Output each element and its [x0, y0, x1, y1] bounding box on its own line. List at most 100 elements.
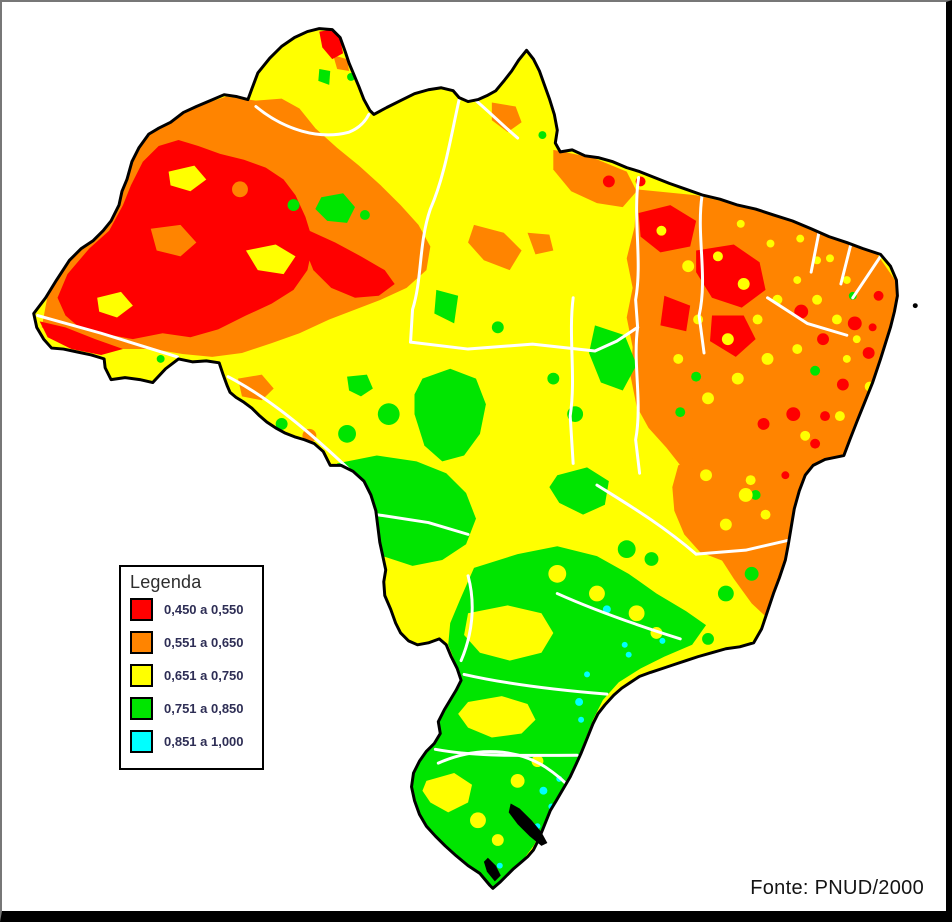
legend-label: 0,651 a 0,750: [164, 668, 244, 683]
map-region-patch: [760, 509, 771, 520]
map-region-patch: [873, 290, 884, 301]
map-region-patch: [757, 418, 770, 430]
region-fill-layer: [39, 29, 898, 889]
map-region-patch: [694, 538, 790, 556]
map-region-patch: [786, 407, 801, 422]
map-region-patch: [547, 372, 560, 385]
map-region-patch: [39, 321, 123, 355]
map-region-patch: [589, 325, 637, 391]
map-region-patch: [168, 165, 207, 192]
map-region-patch: [712, 251, 723, 262]
legend-swatch-green: [130, 697, 153, 720]
map-region-patch: [750, 490, 761, 500]
map-region-patch: [496, 862, 503, 869]
legend-item-red: 0,450 a 0,550: [130, 593, 254, 626]
map-region-patch: [738, 488, 753, 502]
map-region-patch: [842, 276, 851, 284]
map-region-patch: [831, 314, 842, 325]
map-region-patch: [347, 374, 373, 397]
map-region-patch: [568, 296, 575, 465]
map-region-patch: [781, 471, 790, 480]
map-region-patch: [810, 365, 821, 376]
legend-swatch-red: [130, 598, 153, 621]
state-borders-layer: [36, 98, 883, 789]
legend-item-cyan: 0,851 a 1,000: [130, 725, 254, 758]
map-region-patch: [761, 352, 774, 365]
map-region-patch: [736, 219, 745, 228]
map-region-patch: [377, 403, 400, 425]
map-region-patch: [793, 276, 802, 284]
legend: Legenda 0,450 a 0,550 0,551 a 0,650 0,651 …: [119, 565, 264, 770]
legend-label: 0,450 a 0,550: [164, 602, 244, 617]
map-region-patch: [634, 325, 642, 475]
map-region-patch: [245, 244, 296, 275]
map-region-patch: [491, 834, 504, 846]
map-region-patch: [810, 438, 821, 449]
legend-label: 0,751 a 0,850: [164, 701, 244, 716]
map-region-patch: [305, 230, 395, 298]
map-region-patch: [868, 323, 877, 332]
map-region-patch: [422, 772, 473, 813]
map-region-patch: [458, 696, 536, 738]
map-region-patch: [539, 786, 548, 795]
map-region-patch: [721, 333, 734, 346]
legend-label: 0,851 a 1,000: [164, 734, 244, 749]
map-region-patch: [468, 224, 522, 271]
legend-items: 0,450 a 0,550 0,551 a 0,650 0,651 a 0,750 0…: [130, 593, 254, 758]
map-region-patch: [847, 316, 862, 331]
map-region-patch: [319, 29, 344, 60]
map-region-patch: [578, 716, 585, 723]
map-region-patch: [842, 354, 851, 363]
map-region-patch: [474, 99, 520, 140]
map-region-patch: [589, 585, 605, 602]
map-region-patch: [656, 225, 667, 236]
map-region-patch: [675, 407, 686, 418]
legend-swatch-yellow: [130, 664, 153, 687]
legend-item-green: 0,751 a 0,850: [130, 692, 254, 725]
map-region-patch: [626, 189, 898, 619]
map-region-patch: [321, 465, 338, 482]
map-region-patch: [702, 632, 714, 645]
map-region-patch: [839, 243, 853, 286]
map-region-patch: [737, 278, 750, 290]
map-region-patch: [464, 605, 554, 661]
map-region-patch: [660, 295, 691, 332]
map-region-patch: [595, 483, 698, 556]
map-region-patch: [491, 321, 504, 334]
map-region-patch: [817, 333, 829, 346]
map-region-patch: [318, 69, 331, 85]
map-region-patch: [862, 347, 875, 359]
map-region-patch: [359, 210, 370, 220]
map-region-patch: [744, 566, 759, 581]
map-region-patch: [436, 750, 571, 789]
map-region-patch: [625, 651, 632, 658]
map-region-patch: [719, 518, 732, 531]
map-region-patch: [752, 314, 763, 325]
map-region-patch: [538, 131, 547, 140]
map-region-patch: [696, 244, 766, 308]
map-region-patch: [97, 291, 133, 318]
legend-swatch-orange: [130, 631, 153, 654]
map-region-patch: [731, 372, 744, 385]
map-region-patch: [617, 540, 636, 559]
map-region-patch: [549, 467, 609, 515]
map-region-patch: [812, 294, 823, 305]
map-region-patch: [809, 230, 821, 274]
map-region-patch: [575, 698, 584, 706]
map-region-patch: [338, 424, 356, 443]
brazil-choropleth-map: [32, 27, 918, 890]
lagoon-mirim: [483, 857, 501, 882]
legend-label: 0,551 a 0,650: [164, 635, 244, 650]
map-region-patch: [459, 574, 474, 663]
map-region-patch: [659, 637, 666, 644]
map-region-patch: [852, 335, 861, 344]
map-region-patch: [628, 605, 645, 622]
map-region-patch: [673, 353, 684, 364]
legend-swatch-cyan: [130, 730, 153, 753]
map-region-patch: [315, 193, 356, 223]
map-region-patch: [553, 149, 637, 208]
map-region-patch: [548, 564, 567, 583]
map-region-patch: [491, 102, 522, 133]
map-region-patch: [287, 199, 300, 212]
